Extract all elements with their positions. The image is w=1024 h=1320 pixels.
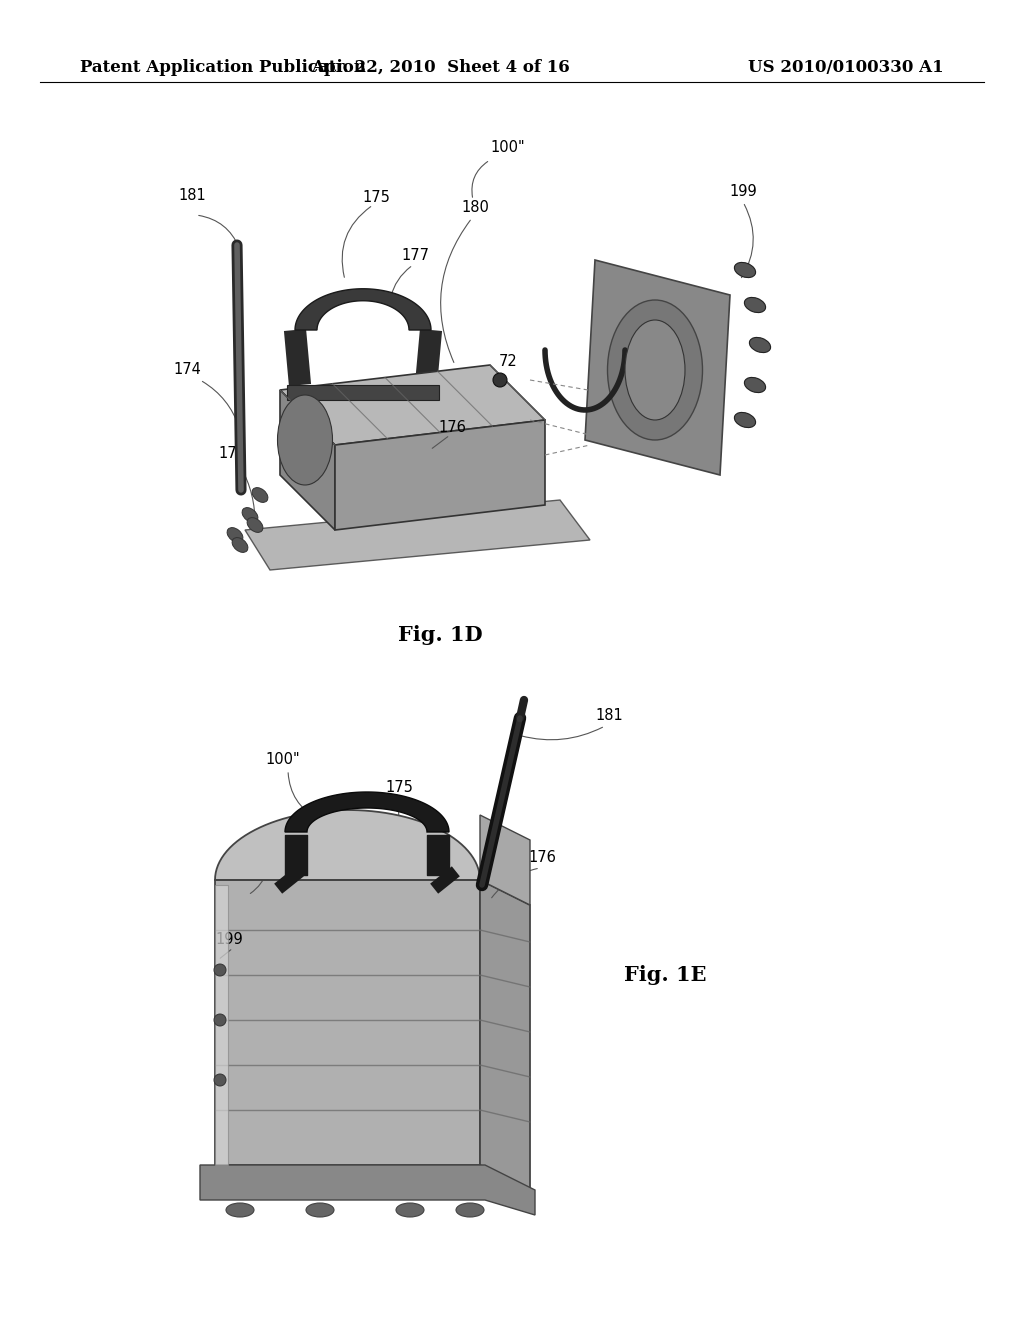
Ellipse shape [750,338,771,352]
Polygon shape [215,810,480,880]
Text: 176: 176 [528,850,556,866]
Ellipse shape [734,263,756,277]
Text: Apr. 22, 2010  Sheet 4 of 16: Apr. 22, 2010 Sheet 4 of 16 [311,59,569,77]
Circle shape [214,1014,226,1026]
Polygon shape [480,880,530,1191]
Ellipse shape [242,508,258,523]
Text: 173: 173 [218,446,246,461]
Ellipse shape [734,412,756,428]
Text: 180: 180 [461,201,488,215]
Ellipse shape [227,528,243,543]
Ellipse shape [226,1203,254,1217]
Polygon shape [295,289,431,330]
Ellipse shape [744,378,766,392]
Text: 100": 100" [265,752,300,767]
Text: Patent Application Publication: Patent Application Publication [80,59,366,77]
Text: Fig. 1D: Fig. 1D [398,624,482,645]
Polygon shape [280,389,335,531]
Text: 179: 179 [251,850,279,866]
Text: 181: 181 [178,189,206,203]
Ellipse shape [396,1203,424,1217]
Text: Fig. 1E: Fig. 1E [625,965,707,985]
Polygon shape [280,366,545,445]
Polygon shape [287,385,439,400]
Text: 175: 175 [385,780,413,796]
Ellipse shape [232,537,248,552]
Polygon shape [215,884,228,1166]
Text: US 2010/0100330 A1: US 2010/0100330 A1 [748,59,943,77]
Ellipse shape [744,297,766,313]
Ellipse shape [247,517,263,532]
Ellipse shape [456,1203,484,1217]
Polygon shape [335,420,545,531]
Text: 175: 175 [362,190,390,205]
Polygon shape [245,500,590,570]
Text: 179: 179 [672,345,699,359]
Ellipse shape [607,300,702,440]
Text: 177: 177 [401,248,429,264]
Text: 181: 181 [595,709,623,723]
Circle shape [493,374,507,387]
Text: 100": 100" [490,140,524,156]
Ellipse shape [306,1203,334,1217]
Polygon shape [215,880,480,1166]
Text: 199: 199 [729,185,757,199]
Polygon shape [480,814,530,906]
Ellipse shape [278,395,333,484]
Circle shape [214,964,226,975]
Polygon shape [285,792,449,832]
Text: 176: 176 [438,421,466,436]
Polygon shape [200,1166,535,1214]
Polygon shape [585,260,730,475]
Text: 199: 199 [215,932,243,948]
Circle shape [214,1074,226,1086]
Text: 174: 174 [173,363,201,378]
Ellipse shape [252,487,268,503]
Text: 72: 72 [499,355,518,370]
Ellipse shape [625,319,685,420]
